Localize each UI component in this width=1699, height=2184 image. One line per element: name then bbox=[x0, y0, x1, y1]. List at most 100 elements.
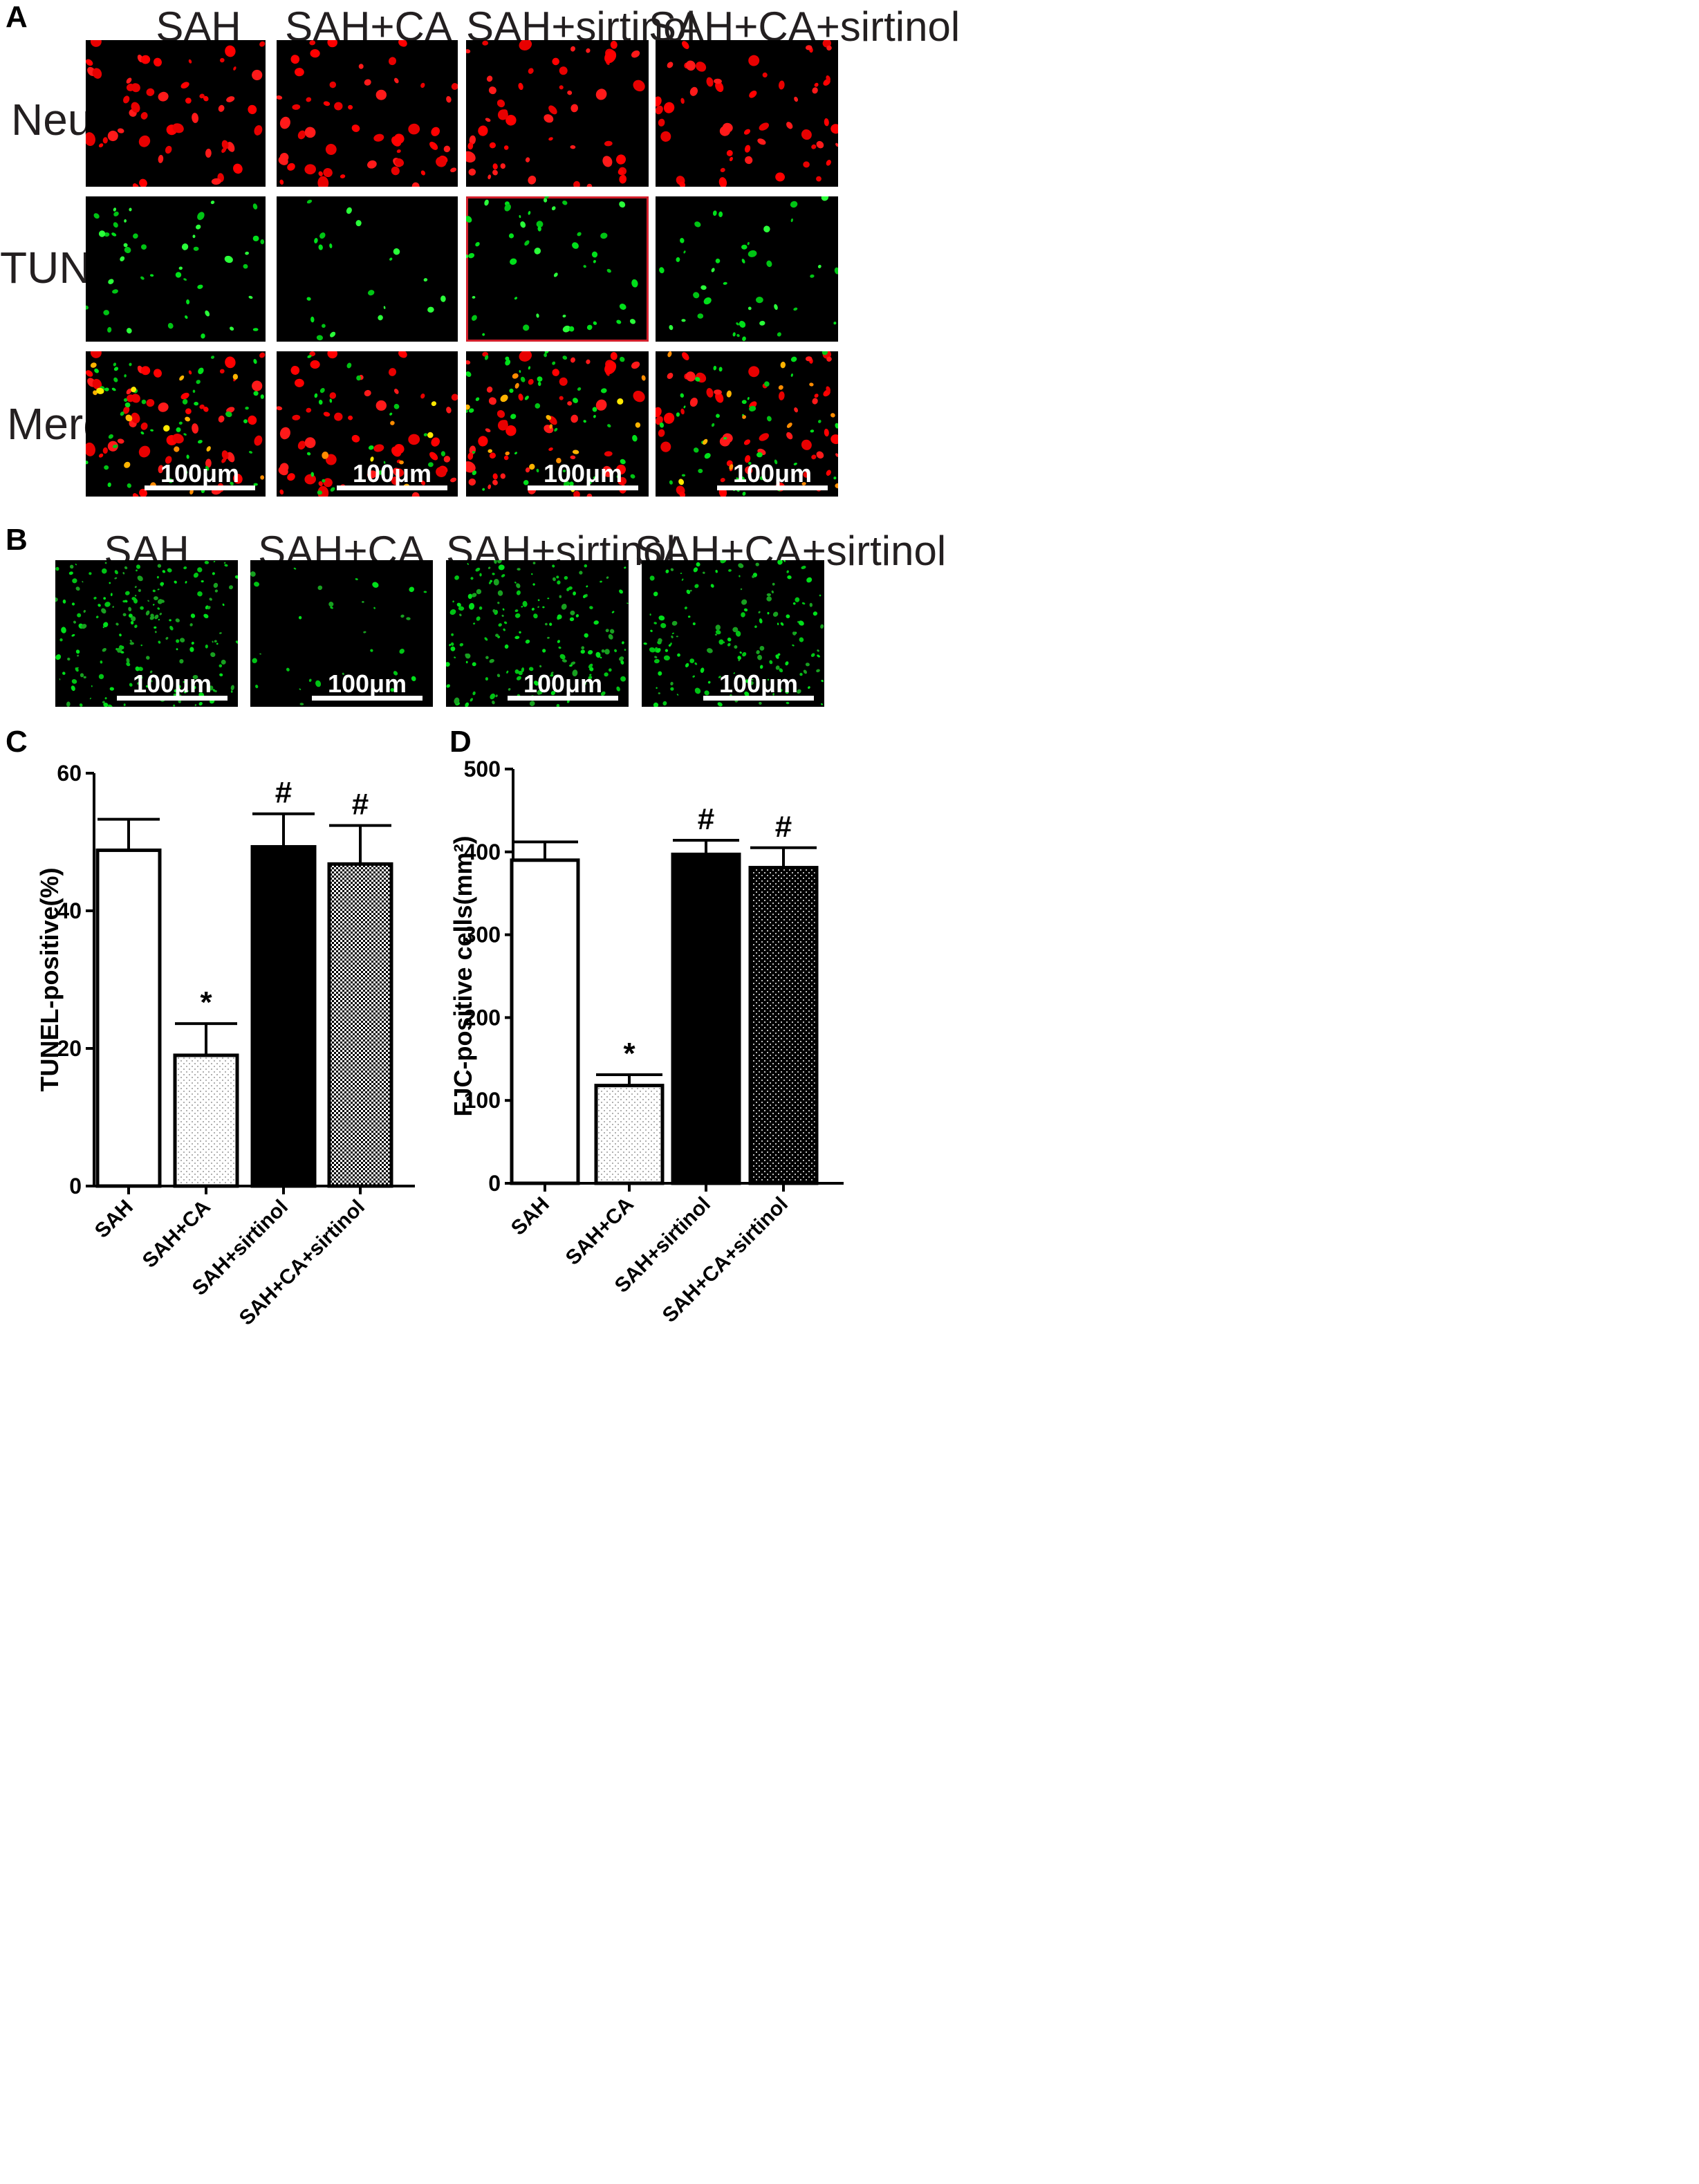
cell-mark bbox=[775, 172, 785, 182]
cell-mark bbox=[683, 250, 686, 254]
cell-mark bbox=[446, 407, 452, 414]
cell-mark bbox=[192, 685, 196, 690]
cell-mark bbox=[192, 113, 199, 123]
cell-mark bbox=[227, 452, 235, 463]
cell-mark bbox=[764, 381, 770, 387]
cell-mark bbox=[317, 176, 329, 187]
cell-mark bbox=[233, 66, 236, 71]
cell-mark bbox=[552, 369, 559, 376]
cell-mark bbox=[131, 597, 137, 601]
cell-mark bbox=[163, 425, 170, 432]
cell-mark bbox=[465, 654, 470, 658]
cell-mark bbox=[158, 154, 164, 163]
cell-mark bbox=[137, 575, 143, 582]
cell-mark bbox=[290, 55, 300, 64]
cell-mark bbox=[482, 488, 485, 491]
cell-mark bbox=[544, 425, 554, 434]
cell-mark bbox=[816, 140, 824, 149]
cell-mark bbox=[452, 600, 454, 603]
cell-mark bbox=[358, 64, 364, 69]
micrograph-fjc-sah-ca-sirtinol: 100μm bbox=[642, 560, 824, 707]
cell-mark bbox=[677, 653, 680, 657]
cell-mark bbox=[485, 656, 489, 660]
cell-mark bbox=[667, 373, 674, 379]
cell-mark bbox=[420, 480, 426, 485]
cell-mark bbox=[346, 207, 352, 214]
cell-mark bbox=[192, 674, 198, 680]
cell-mark bbox=[304, 164, 316, 175]
cell-mark bbox=[69, 564, 74, 569]
scale-bar bbox=[508, 696, 618, 701]
cell-mark bbox=[248, 450, 253, 454]
cell-mark bbox=[722, 433, 733, 443]
cell-mark bbox=[732, 627, 739, 633]
micrograph-signal bbox=[55, 560, 238, 707]
cell-mark bbox=[743, 439, 751, 445]
cell-mark bbox=[292, 104, 301, 110]
cell-mark bbox=[279, 427, 290, 440]
cell-mark bbox=[169, 619, 171, 622]
cell-mark bbox=[693, 292, 700, 299]
cell-mark bbox=[390, 420, 395, 425]
cell-mark bbox=[615, 154, 626, 165]
cell-mark bbox=[293, 567, 297, 570]
cell-mark bbox=[299, 703, 304, 705]
cell-mark bbox=[196, 224, 201, 230]
cell-mark bbox=[123, 398, 128, 402]
cell-mark bbox=[519, 631, 521, 634]
cell-mark bbox=[252, 203, 258, 210]
cell-mark bbox=[792, 644, 795, 647]
cell-mark bbox=[587, 480, 592, 485]
cell-mark bbox=[516, 590, 521, 595]
cell-mark bbox=[736, 477, 739, 481]
cell-mark bbox=[794, 407, 799, 413]
cell-mark bbox=[205, 149, 212, 158]
micrograph-tunel-sah bbox=[86, 196, 266, 342]
cell-mark bbox=[122, 613, 127, 617]
cell-mark bbox=[71, 679, 77, 684]
cell-mark bbox=[192, 234, 196, 239]
cell-mark bbox=[726, 150, 733, 156]
cell-mark bbox=[185, 416, 191, 422]
cell-mark bbox=[476, 589, 482, 595]
cell-mark bbox=[600, 232, 608, 239]
cell-mark bbox=[362, 600, 364, 603]
cell-mark bbox=[744, 691, 750, 696]
cell-mark bbox=[718, 639, 724, 645]
cell-mark bbox=[162, 570, 166, 573]
cell-mark bbox=[610, 629, 615, 634]
cell-mark bbox=[824, 118, 829, 127]
cell-mark bbox=[604, 672, 609, 677]
cell-mark bbox=[573, 490, 580, 497]
cell-mark bbox=[212, 689, 216, 692]
cell-mark bbox=[243, 263, 248, 269]
cell-mark bbox=[94, 368, 99, 373]
cell-mark bbox=[604, 649, 610, 655]
cell-mark bbox=[806, 577, 813, 583]
cell-mark bbox=[86, 305, 89, 310]
cell-mark bbox=[766, 593, 772, 597]
cell-mark bbox=[348, 104, 353, 110]
cell-mark bbox=[334, 412, 343, 421]
cell-mark bbox=[759, 476, 765, 481]
cell-mark bbox=[158, 402, 169, 412]
cell-mark bbox=[718, 211, 723, 217]
cell-mark bbox=[449, 644, 452, 647]
cell-mark bbox=[488, 581, 492, 584]
cell-mark bbox=[575, 614, 579, 618]
cell-mark bbox=[141, 399, 147, 405]
cell-mark bbox=[92, 68, 102, 79]
cell-mark bbox=[608, 668, 612, 672]
cell-mark bbox=[459, 613, 462, 617]
scale-bar-label: 100μm bbox=[718, 669, 799, 698]
x-tick-label: SAH+CA bbox=[138, 1196, 215, 1273]
cell-mark bbox=[90, 351, 102, 358]
cell-mark bbox=[748, 306, 752, 311]
cell-mark bbox=[213, 561, 216, 563]
cell-mark bbox=[620, 660, 624, 665]
cell-mark bbox=[420, 82, 425, 89]
cell-mark bbox=[814, 82, 819, 87]
cell-mark bbox=[154, 369, 162, 378]
cell-mark bbox=[322, 324, 326, 328]
cell-mark bbox=[104, 232, 110, 237]
